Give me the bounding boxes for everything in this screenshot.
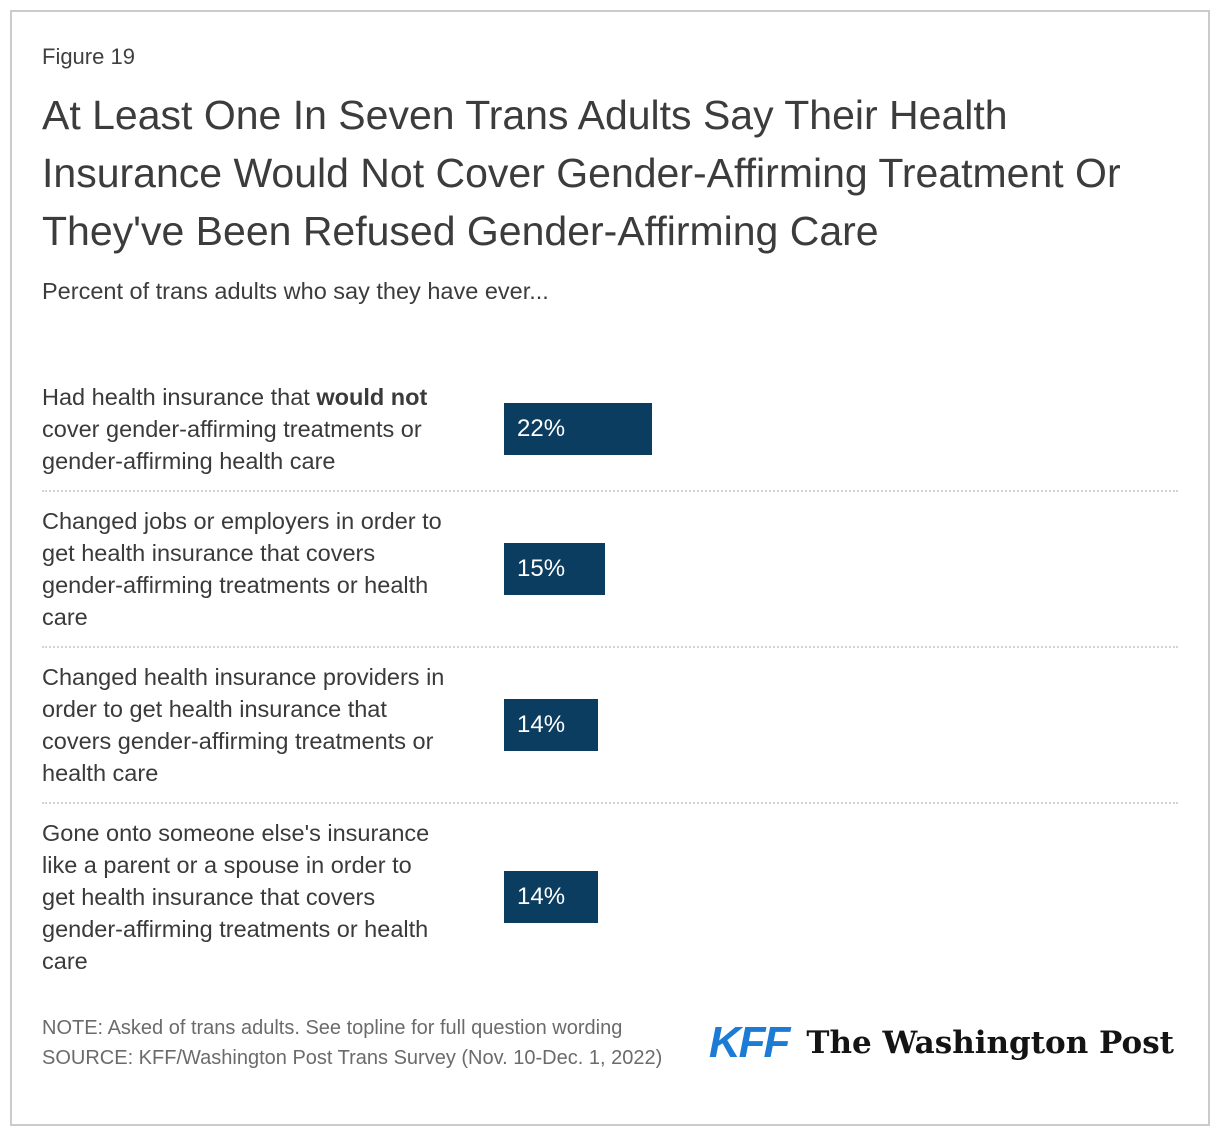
bar: 14% [504,699,599,751]
bar-value-label: 22% [517,415,566,442]
chart-subtitle: Percent of trans adults who say they hav… [42,278,549,304]
bar-row: Changed health insurance providers in or… [42,648,1178,804]
bar-category-label: Changed health insurance providers in or… [42,661,504,789]
bar-value-label: 14% [517,711,566,738]
figure-number-label: Figure 19 [42,44,135,69]
chart-title: At Least One In Seven Trans Adults Say T… [42,92,1121,254]
label-text: Changed jobs or employers in order to ge… [42,508,442,630]
bar-category-label: Changed jobs or employers in order to ge… [42,505,504,633]
label-text: Had health insurance that [42,384,317,410]
logos: KFF The Washington Post [709,1021,1178,1065]
label-bold-text: would not [316,384,428,410]
kff-logo: KFF [708,1018,791,1067]
bar-category-label: Gone onto someone else's insurance like … [42,817,504,977]
note-text: NOTE: Asked of trans adults. See topline… [42,1017,623,1039]
bar-chart: Had health insurance that would not cove… [42,377,1178,977]
label-text: cover gender-affirming treatments or gen… [42,416,422,474]
bar: 15% [504,543,606,595]
source-text: SOURCE: KFF/Washington Post Trans Survey… [42,1047,663,1069]
bar-row: Changed jobs or employers in order to ge… [42,492,1178,648]
label-text: Changed health insurance providers in or… [42,664,445,786]
bar-row: Gone onto someone else's insurance like … [42,804,1178,977]
washington-post-logo: The Washington Post [806,1024,1174,1061]
bar-value-label: 15% [517,555,566,582]
footer: NOTE: Asked of trans adults. See topline… [42,1013,1178,1073]
footnotes: NOTE: Asked of trans adults. See topline… [42,1013,662,1073]
bar-track: 15% [504,543,1178,595]
bar: 22% [504,403,653,455]
bar-track: 14% [504,699,1178,751]
bar-track: 14% [504,871,1178,923]
bar-row: Had health insurance that would not cove… [42,377,1178,492]
bar-category-label: Had health insurance that would not cove… [42,381,504,477]
label-text: Gone onto someone else's insurance like … [42,820,430,974]
bar-track: 22% [504,403,1178,455]
figure-frame: Figure 19 At Least One In Seven Trans Ad… [10,10,1210,1126]
bar-value-label: 14% [517,883,566,910]
bar: 14% [504,871,599,923]
